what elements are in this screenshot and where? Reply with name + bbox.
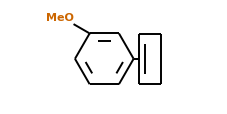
Text: MeO: MeO (46, 13, 74, 23)
